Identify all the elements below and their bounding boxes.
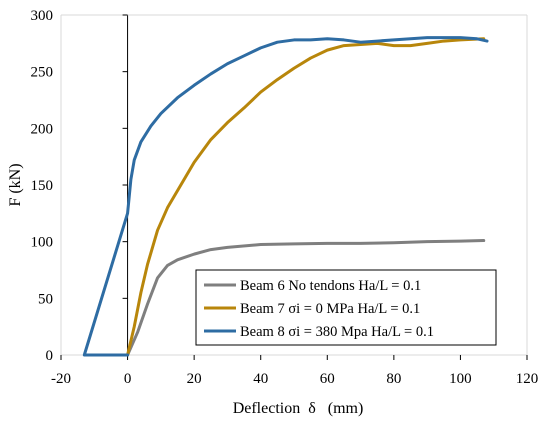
series-line-2 <box>126 37 486 357</box>
y-tick-label: 100 <box>31 235 54 251</box>
y-tick-label: 50 <box>38 291 53 307</box>
legend-label-2: Beam 7 σi = 0 MPa Ha/L = 0.1 <box>240 301 420 317</box>
series-line-3 <box>82 36 489 357</box>
x-tick-label: 20 <box>187 371 202 387</box>
y-tick-label: 150 <box>31 178 54 194</box>
legend-box <box>195 269 497 346</box>
legend-label-1: Beam 6 No tendons Ha/L = 0.1 <box>240 278 421 294</box>
y-tick-label: 200 <box>31 121 54 137</box>
y-axis-title: F (kN) <box>7 163 24 206</box>
y-tick-label: 300 <box>31 8 54 24</box>
y-tick-label: 0 <box>46 348 54 364</box>
y-tick-label: 250 <box>31 65 54 81</box>
x-tick-label: 100 <box>449 371 472 387</box>
series-line-1 <box>126 239 486 357</box>
x-tick-label: 40 <box>253 371 268 387</box>
x-tick-label: 0 <box>124 371 132 387</box>
x-tick-label: 120 <box>516 371 539 387</box>
x-tick-label: 80 <box>386 371 401 387</box>
x-tick-label: -20 <box>51 371 71 387</box>
x-tick-label: 60 <box>320 371 335 387</box>
series-lines <box>82 36 489 357</box>
legend: Beam 6 No tendons Ha/L = 0.1 Beam 7 σi = … <box>195 269 497 346</box>
tick-labels: -20 0 20 40 60 80 100 120 0 50 100 150 200 250 300 <box>31 8 539 387</box>
legend-label-3: Beam 8 σi = 380 Mpa Ha/L = 0.1 <box>240 324 434 340</box>
x-axis-title: Deflection δ (mm) <box>233 400 364 417</box>
